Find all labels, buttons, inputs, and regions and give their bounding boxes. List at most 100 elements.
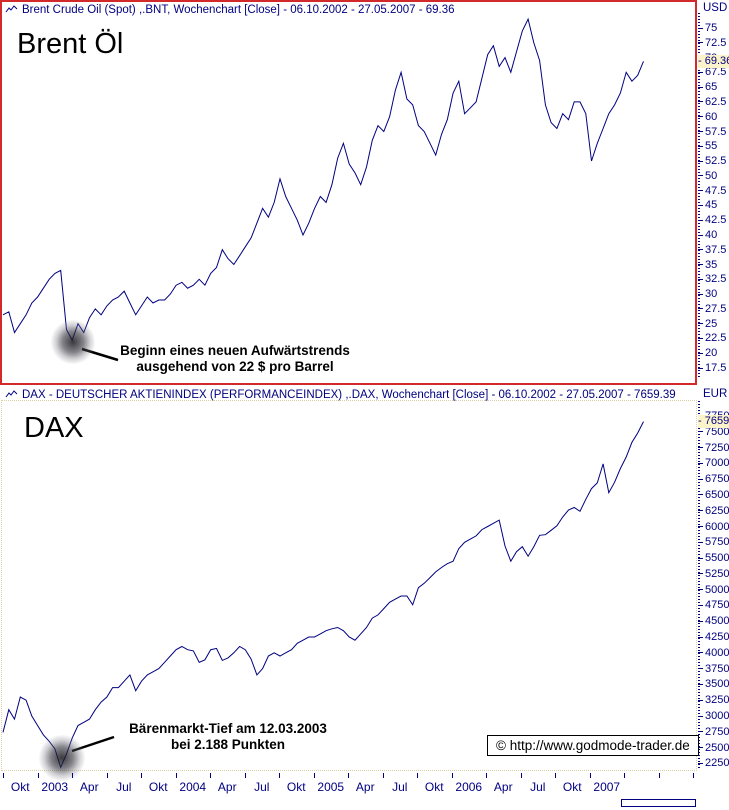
y-axis-major-tick: [698, 160, 703, 162]
x-axis-tick: [106, 773, 108, 778]
y-axis-tick-label: 40: [705, 229, 718, 241]
y-axis-tick-label: 57.5: [705, 125, 727, 138]
y-axis-major-tick: [698, 249, 703, 251]
y-axis-tick-label: 5500: [705, 552, 729, 564]
y-axis-major-tick: [698, 620, 703, 622]
y-axis-tick-label: 5750: [705, 536, 729, 549]
y-axis-major-tick: [698, 589, 703, 591]
dax-low-highlight-blob: [39, 735, 85, 781]
y-axis-tick-label: 67.5: [705, 66, 727, 79]
y-axis-tick-label: 4000: [705, 646, 729, 659]
x-axis-tick: [3, 773, 4, 778]
y-axis-major-tick: [698, 71, 703, 73]
y-axis-tick-label: 30: [705, 288, 718, 301]
x-axis-tick: [658, 773, 660, 778]
y-axis-tick-label: 35: [705, 258, 718, 271]
x-axis-label: 2007: [593, 780, 621, 794]
x-axis-label: Apr: [217, 780, 237, 794]
y-axis-tick-label: 42.5: [705, 214, 727, 227]
y-axis-major-tick: [698, 494, 703, 496]
y-axis-tick-label: 6500: [705, 488, 729, 501]
x-axis-tick: [210, 773, 211, 778]
y-axis-major-tick: [698, 762, 703, 764]
y-axis-major-tick: [698, 447, 703, 448]
dax-chart-panel: [1, 400, 697, 771]
y-axis-major-tick: [698, 510, 703, 512]
x-axis-label: Okt: [286, 780, 306, 794]
y-axis-tick-label: 2750: [705, 725, 729, 738]
y-axis-tick-label: 75: [705, 22, 718, 34]
y-axis-tick-label: 7500: [705, 425, 729, 438]
y-axis-tick-label: 4750: [705, 599, 729, 612]
y-axis-tick-label: 27.5: [705, 302, 727, 315]
y-axis-major-tick: [698, 478, 703, 480]
y-axis-tick-label: 3250: [705, 694, 729, 707]
y-axis-tick-label: 3500: [705, 678, 729, 691]
y-axis-tick-label: 5000: [705, 583, 729, 596]
brent-chart-header-row: Brent Crude Oil (Spot) ,.BNT, Wochenchar…: [5, 4, 455, 18]
dax-title-label: DAX: [24, 412, 84, 444]
y-axis-tick-label: 7250: [705, 441, 729, 454]
brent-title-label: Brent Öl: [17, 28, 124, 60]
x-axis-tick: [417, 773, 418, 778]
brent-y-axis-tickstrip: [698, 13, 700, 379]
brent-annotation-line2: ausgehend von 22 $ pro Barrel: [136, 359, 334, 374]
x-axis-label: Apr: [355, 780, 375, 794]
x-axis-tick: [624, 773, 625, 778]
x-axis-label: 2003: [41, 780, 69, 794]
y-axis-tick-label: 60: [705, 110, 718, 123]
y-axis-major-tick: [698, 699, 703, 701]
y-axis-tick-label: 5250: [705, 567, 729, 580]
x-axis-tick: [175, 773, 177, 778]
y-axis-tick-label: 55: [705, 140, 718, 153]
y-axis-major-tick: [698, 557, 703, 559]
x-axis-tick: [244, 773, 246, 778]
y-axis-major-tick: [698, 431, 703, 433]
x-axis-tick: [589, 773, 591, 778]
x-axis-label: 2006: [455, 780, 483, 794]
x-axis-label: Jul: [116, 780, 132, 794]
dax-last-price-value: 7659.39: [704, 415, 729, 428]
y-axis-major-tick: [698, 27, 703, 29]
y-axis-major-tick: [698, 541, 703, 543]
brent-price-line: [2, 17, 644, 342]
y-axis-major-tick: [698, 145, 703, 147]
y-axis-tick-label: 50: [705, 169, 718, 182]
brent-chart-panel: [0, 0, 697, 385]
dax-annotation: Bärenmarkt-Tief am 12.03.2003 bei 2.188 …: [118, 721, 338, 753]
y-axis-tick-label: 2250: [705, 757, 729, 770]
y-axis-major-tick: [698, 278, 703, 280]
x-axis-tick: [141, 773, 142, 778]
dax-annotation-line1: Bärenmarkt-Tief am 12.03.2003: [129, 721, 327, 736]
y-axis-major-tick: [698, 526, 703, 527]
y-axis-major-tick: [698, 323, 703, 325]
x-axis-label: Jul: [392, 780, 408, 794]
y-axis-major-tick: [698, 293, 703, 295]
y-axis-major-tick: [698, 116, 703, 118]
x-axis-label: 2005: [317, 780, 345, 794]
y-axis-major-tick: [698, 668, 703, 670]
line-chart-icon: [5, 390, 18, 403]
x-axis-tick: [382, 773, 384, 778]
scrollbar-thumb[interactable]: [621, 799, 696, 807]
dax-axis-unit: EUR: [703, 388, 728, 400]
y-axis-tick-label: 25: [705, 317, 718, 330]
y-axis-major-tick: [698, 462, 703, 464]
brent-last-price-marker: - 69.36: [698, 54, 729, 68]
y-axis-tick-label: 7000: [705, 457, 729, 470]
x-axis-tick: [348, 773, 349, 778]
brent-chart-header: Brent Crude Oil (Spot) ,.BNT, Wochenchar…: [22, 4, 455, 16]
dax-price-line: [2, 421, 644, 769]
y-axis-tick-label: 6750: [705, 473, 729, 486]
x-axis-tick: [520, 773, 522, 778]
line-chart-icon: [5, 5, 18, 18]
y-axis-tick-label: 4250: [705, 631, 729, 643]
y-axis-tick-label: 47.5: [705, 184, 727, 197]
x-axis-label: Okt: [148, 780, 168, 794]
y-axis-major-tick: [698, 190, 703, 192]
x-axis-tick: [37, 773, 39, 778]
y-axis-major-tick: [698, 86, 703, 88]
x-axis-label: Apr: [79, 780, 99, 794]
